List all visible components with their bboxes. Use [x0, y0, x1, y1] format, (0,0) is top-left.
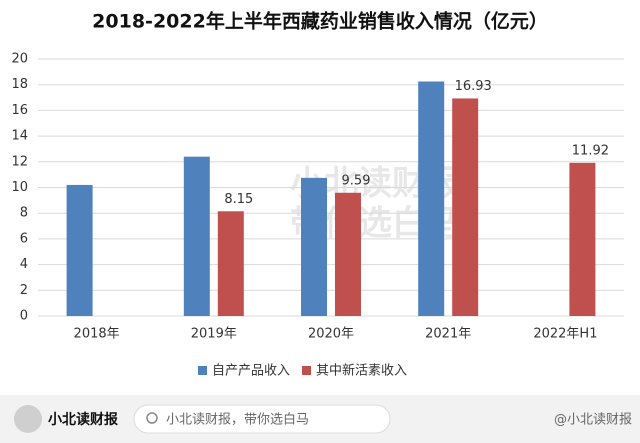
data-label: 8.15 — [224, 192, 253, 207]
y-tick-label: 20 — [11, 52, 28, 67]
footer-handle: @小北读财报 — [554, 413, 632, 428]
y-tick-label: 0 — [20, 309, 28, 324]
legend-swatch — [302, 366, 312, 375]
y-tick-label: 6 — [20, 231, 28, 246]
legend-label: 其中新活素收入 — [316, 363, 407, 379]
chart-title: 2018-2022年上半年西藏药业销售收入情况（亿元） — [92, 10, 548, 33]
bar — [66, 184, 93, 316]
y-tick-label: 4 — [20, 257, 28, 272]
data-label: 11.92 — [572, 143, 609, 158]
avatar — [14, 405, 42, 433]
x-tick-label: 2018年 — [74, 327, 120, 342]
y-tick-label: 12 — [11, 154, 28, 169]
legend-label: 自产产品收入 — [212, 364, 290, 379]
search-text: 小北读财报，带你选白马 — [166, 412, 309, 428]
bar — [418, 81, 445, 316]
y-tick-label: 8 — [20, 206, 28, 221]
footer-account: 小北读财报 — [48, 411, 118, 428]
y-tick-label: 10 — [11, 180, 28, 195]
y-tick-label: 16 — [11, 103, 28, 118]
bar — [335, 192, 361, 316]
bar — [452, 98, 479, 317]
data-label: 16.93 — [455, 79, 492, 94]
bar — [569, 162, 596, 316]
y-tick-label: 18 — [11, 77, 28, 92]
search-box[interactable] — [133, 404, 391, 434]
legend-swatch — [198, 366, 207, 375]
x-tick-label: 2022年H1 — [533, 327, 597, 342]
bar — [183, 156, 210, 316]
y-tick-label: 14 — [11, 129, 28, 144]
x-tick-label: 2020年 — [308, 327, 354, 342]
data-label: 9.59 — [342, 173, 371, 188]
y-tick-label: 2 — [20, 283, 28, 298]
bar — [301, 177, 327, 316]
x-tick-label: 2019年 — [191, 327, 237, 342]
x-tick-label: 2021年 — [425, 327, 471, 342]
bar — [217, 211, 244, 316]
search-icon — [146, 412, 158, 424]
